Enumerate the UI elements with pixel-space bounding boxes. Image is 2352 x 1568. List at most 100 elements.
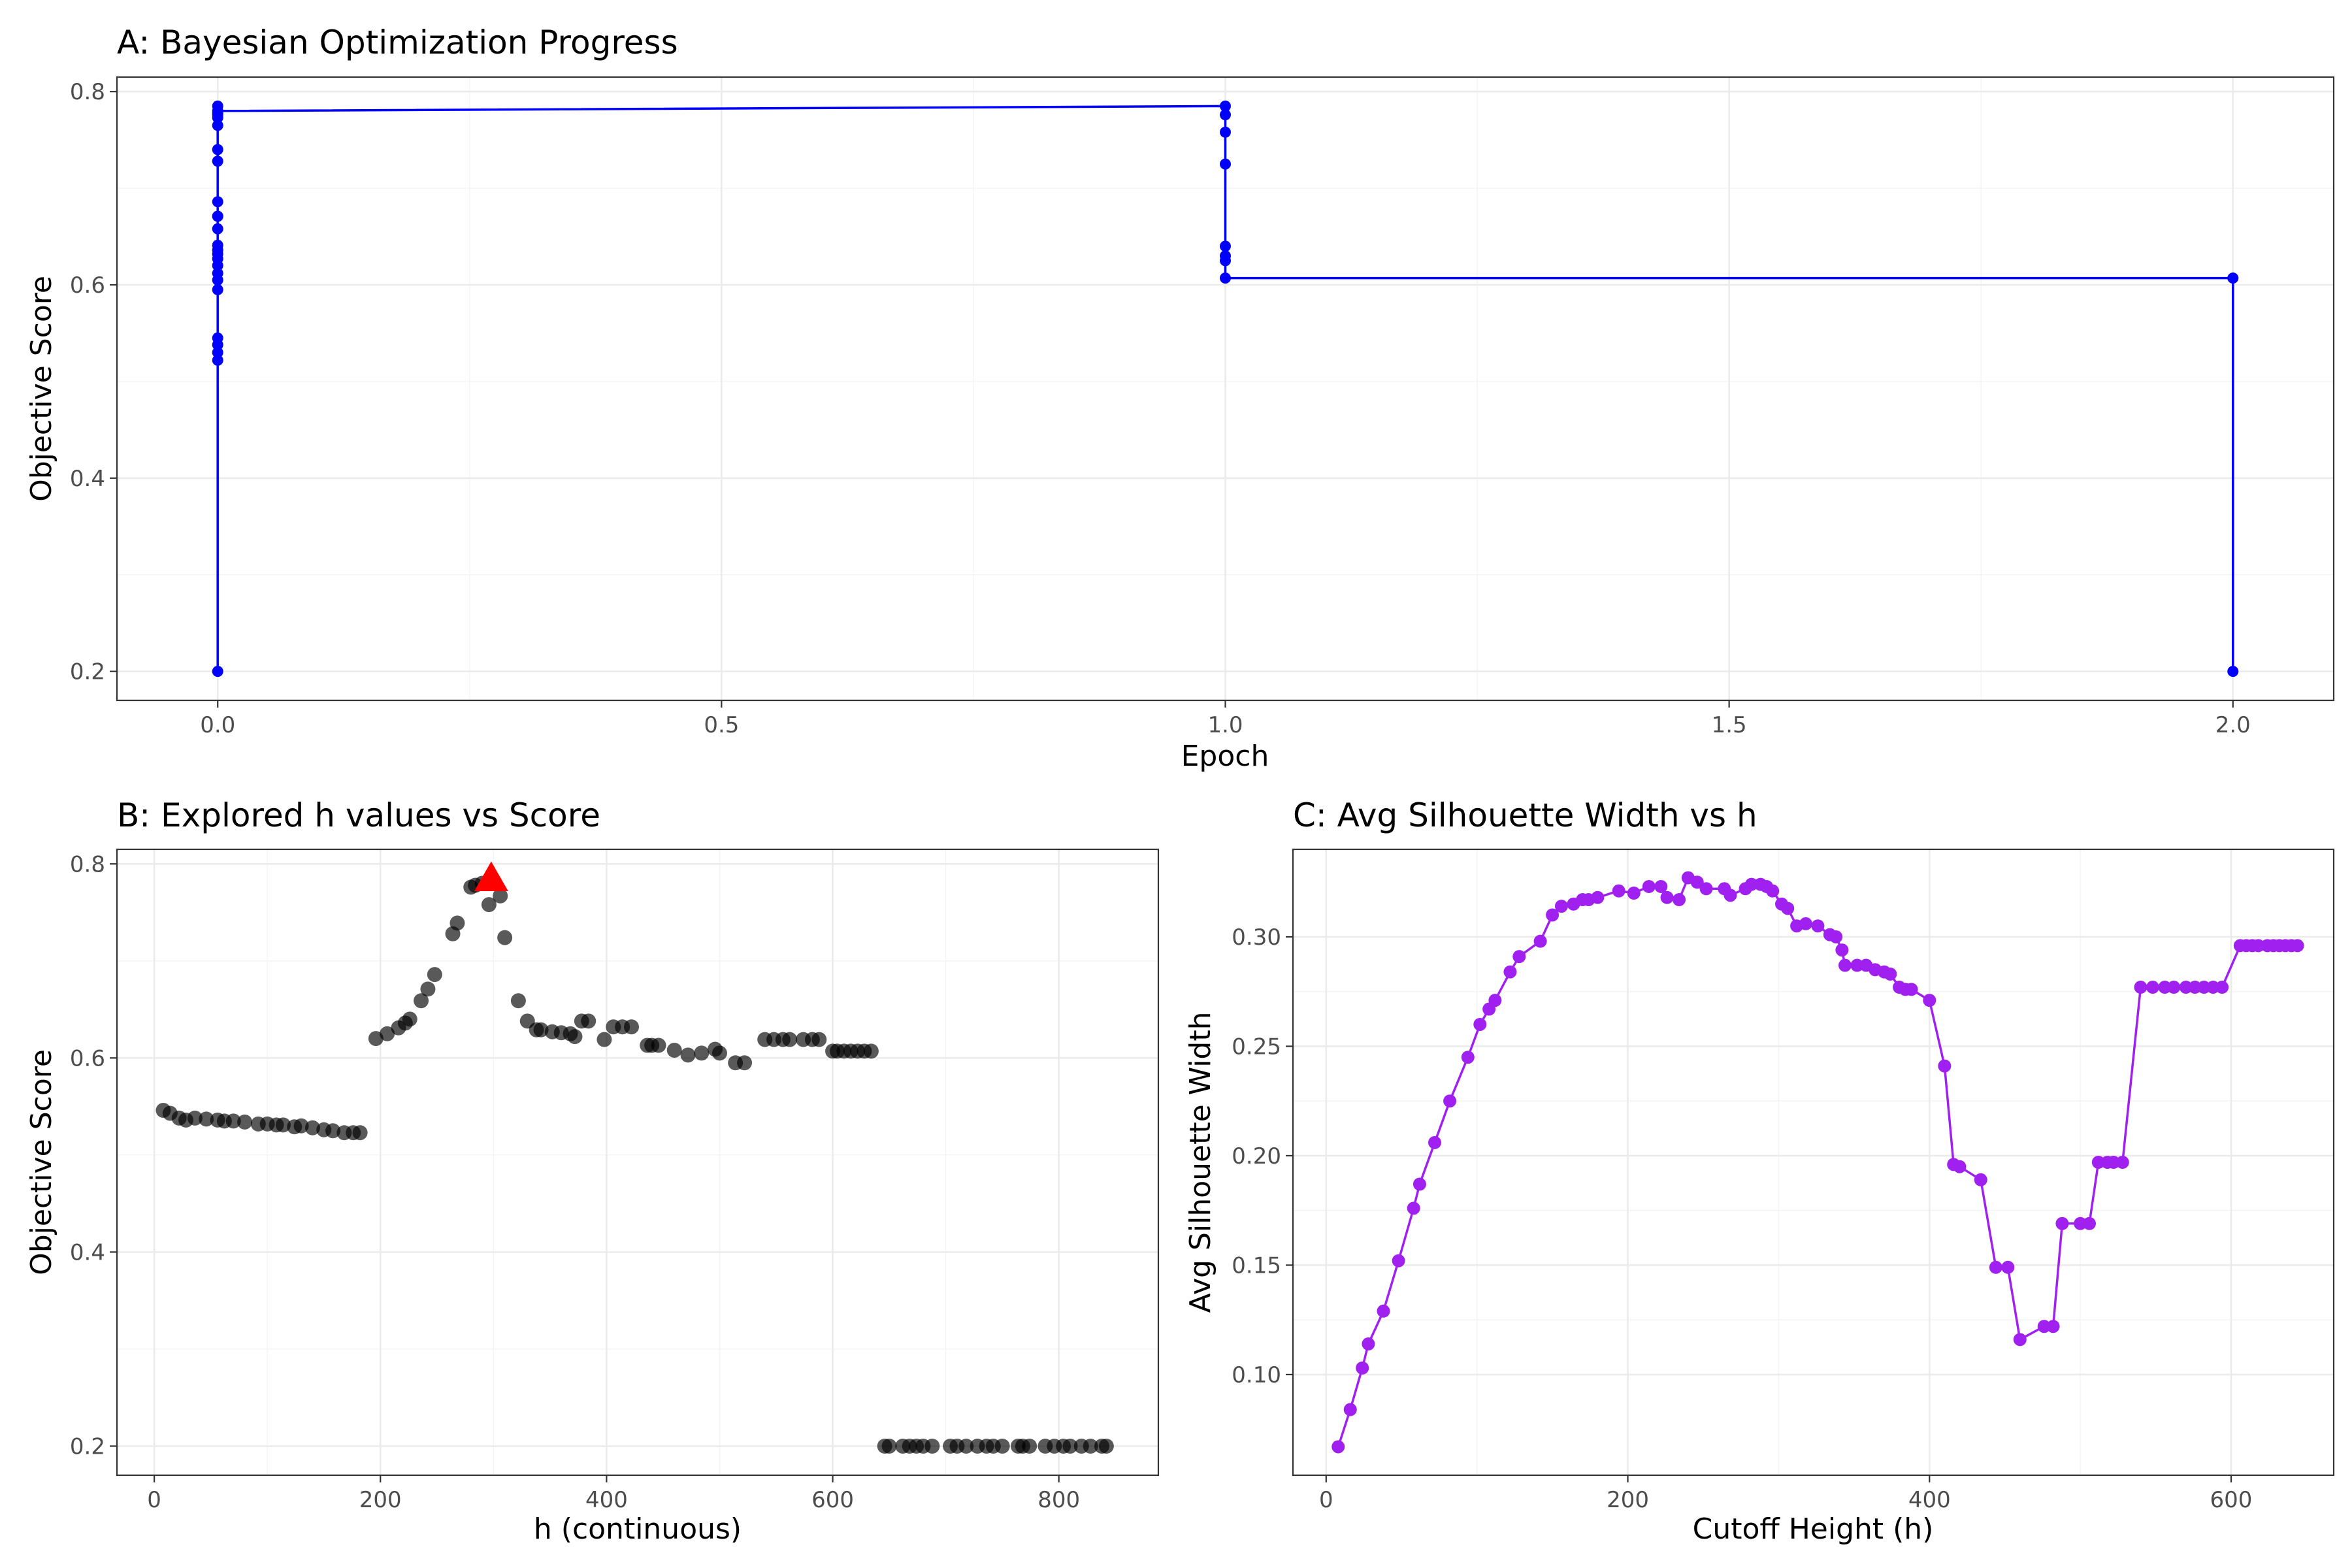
panel-a-data-point xyxy=(212,210,223,222)
panel-b-data-point xyxy=(1098,1438,1114,1454)
panel-c-data-point xyxy=(1974,1173,1987,1186)
panel-b-data-point xyxy=(368,1031,384,1047)
panel-a-data-point xyxy=(1220,109,1231,121)
panel-a-data-point xyxy=(1220,158,1231,170)
panel-c-data-point xyxy=(1699,882,1713,896)
panel-c-data-point xyxy=(1473,1017,1487,1031)
panel-c-data-point xyxy=(1811,919,1825,933)
panel-c-data-point xyxy=(1850,958,1864,972)
panel-a-data-point xyxy=(212,239,223,251)
panel-a-data-point xyxy=(1220,126,1231,138)
panel-b-data-point xyxy=(304,1120,320,1135)
panel-c-data-point xyxy=(1512,950,1526,964)
panel-b-data-point xyxy=(623,1019,639,1035)
panel-a-data-point xyxy=(212,144,223,155)
panel-c-data-point xyxy=(2206,981,2220,994)
panel-a-x-tick-label: 1.0 xyxy=(1207,712,1243,738)
panel-b-data-point xyxy=(427,967,442,983)
panel-b-y-tick-label: 0.6 xyxy=(70,1045,105,1071)
panel-c-x-tick-label: 200 xyxy=(1607,1487,1649,1513)
panel-c-x-tick-label: 600 xyxy=(2210,1487,2253,1513)
panel-c-data-point xyxy=(1627,886,1641,900)
panel-c-data-point xyxy=(1612,884,1625,898)
panel-c-data-point xyxy=(2167,981,2181,994)
panel-c-data-point xyxy=(1953,1160,1967,1173)
panel-a-data-point xyxy=(1220,250,1231,262)
panel-b-data-point xyxy=(881,1438,897,1454)
panel-b-data-point xyxy=(420,981,436,997)
panel-a-data-point xyxy=(212,120,223,131)
panel-c-data-point xyxy=(1744,877,1758,891)
panel-c-data-point xyxy=(1829,930,1843,943)
panel-b-data-point xyxy=(994,1438,1010,1454)
panel-c-data-point xyxy=(1690,875,1704,889)
panel-b-data-point xyxy=(414,993,429,1009)
panel-b-data-point xyxy=(581,1013,596,1029)
panel-c-data-point xyxy=(1443,1094,1457,1108)
panel-c-x-axis-title: Cutoff Height (h) xyxy=(1693,1512,1934,1546)
panel-c-y-tick-label: 0.20 xyxy=(1232,1143,1281,1169)
panel-b-data-point xyxy=(567,1029,583,1045)
panel-c-data-point xyxy=(1377,1304,1390,1318)
panel-b-data-point xyxy=(481,897,497,913)
panel-a-y-axis-title: Objective Score xyxy=(25,276,58,502)
panel-b-data-point xyxy=(1083,1438,1098,1454)
panel-c-data-point xyxy=(2001,1260,2015,1274)
panel-b-data-point xyxy=(293,1118,309,1134)
panel-c-data-point xyxy=(1413,1177,1426,1191)
panel-b-data-point xyxy=(1062,1438,1078,1454)
panel-c-data-point xyxy=(1488,994,1502,1007)
panel-b-data-point xyxy=(237,1114,253,1130)
panel-c-x-tick-label: 0 xyxy=(1319,1487,1333,1513)
panel-b-border xyxy=(116,848,1160,1477)
panel-c-series xyxy=(1331,871,2304,1454)
panel-a-y-tick-label: 0.2 xyxy=(70,659,105,685)
panel-c-data-point xyxy=(2197,981,2211,994)
panel-a-data-point xyxy=(2227,272,2239,284)
panel-c-data-point xyxy=(2291,939,2304,953)
panel-b-data-point xyxy=(694,1045,710,1061)
panel-b-x-axis-title: h (continuous) xyxy=(534,1512,742,1546)
panel-c-data-point xyxy=(1884,967,1897,981)
panel-b-data-point xyxy=(680,1047,696,1063)
panel-c-data-point xyxy=(1428,1135,1442,1149)
panel-c-data-point xyxy=(2074,1217,2087,1230)
panel-c-data-point xyxy=(1503,965,1517,979)
panel-c-data-point xyxy=(1362,1337,1375,1351)
panel-c-data-point xyxy=(2251,939,2265,953)
panel-c: C: Avg Silhouette Width vs h 0 200 400 600 0… xyxy=(1184,796,2335,1546)
panel-c-data-point xyxy=(1533,934,1547,948)
panel-c-y-tick-label: 0.30 xyxy=(1232,924,1281,951)
panel-b-x-tick-label: 0 xyxy=(147,1487,161,1513)
panel-a-y-tick-label: 0.8 xyxy=(70,79,105,105)
panel-b-y-tick-label: 0.8 xyxy=(70,851,105,877)
panel-b-x-tick-label: 400 xyxy=(585,1487,628,1513)
panel-c-y-tick-label: 0.10 xyxy=(1232,1362,1281,1388)
panel-a-data-point xyxy=(212,267,223,279)
panel-b-x-tick-label: 200 xyxy=(359,1487,402,1513)
panel-b-y-axis-title: Objective Score xyxy=(25,1049,58,1275)
panel-b-data-point xyxy=(275,1117,291,1133)
panel-a-data-point xyxy=(1220,240,1231,252)
panel-c-title: C: Avg Silhouette Width vs h xyxy=(1293,796,1757,834)
panel-c-data-point xyxy=(2091,1156,2105,1169)
panel-a-data-point xyxy=(1220,100,1231,112)
panel-a-x-tick-label: 1.5 xyxy=(1712,712,1747,738)
panel-a-title: A: Bayesian Optimization Progress xyxy=(117,24,678,61)
panel-c-data-point xyxy=(1838,958,1852,972)
panel-b-data-point xyxy=(666,1042,682,1058)
panel-c-data-point xyxy=(1356,1361,1369,1375)
panel-c-x-tick-label: 400 xyxy=(1908,1487,1951,1513)
panel-b-data-point xyxy=(711,1045,727,1061)
panel-c-data-point xyxy=(2179,981,2193,994)
panel-a-axes: 0.0 0.5 1.0 1.5 2.0 0.2 0.4 0.6 0.8 xyxy=(70,79,2251,738)
panel-c-border xyxy=(1292,848,2335,1477)
panel-b: B: Explored h values vs Score 0 200 400 600… xyxy=(25,796,1160,1546)
panel-c-data-point xyxy=(1343,1403,1357,1416)
panel-a: A: Bayesian Optimization Progress 0.0 0.5… xyxy=(25,24,2335,773)
panel-b-data-point xyxy=(402,1011,417,1027)
panel-a-x-tick-label: 2.0 xyxy=(2215,712,2251,738)
panel-b-best-point-marker xyxy=(474,861,508,892)
panel-c-data-point xyxy=(1923,994,1936,1007)
